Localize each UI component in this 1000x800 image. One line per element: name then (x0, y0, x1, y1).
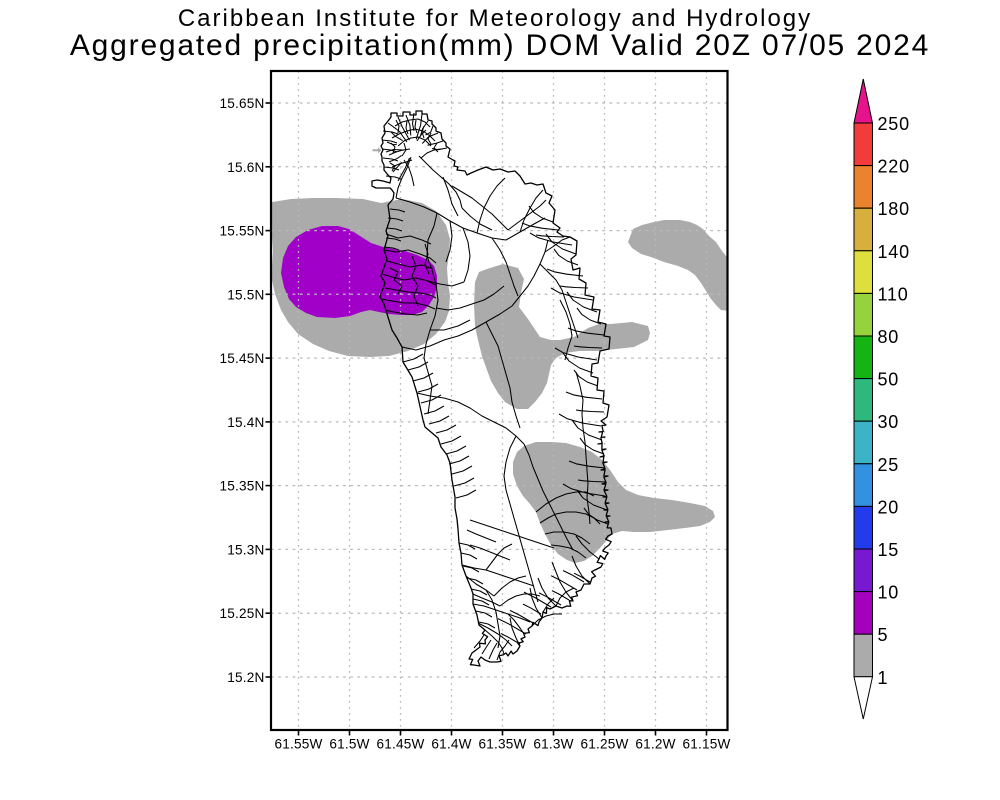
svg-text:20: 20 (878, 497, 900, 517)
svg-text:110: 110 (878, 284, 909, 304)
svg-text:140: 140 (878, 242, 910, 262)
svg-text:15.45N: 15.45N (219, 351, 264, 366)
svg-text:5: 5 (878, 625, 889, 645)
svg-text:61.45W: 61.45W (376, 737, 424, 752)
svg-text:180: 180 (878, 199, 910, 219)
svg-text:1: 1 (878, 668, 889, 688)
svg-text:15.3N: 15.3N (227, 542, 264, 557)
svg-text:15.4N: 15.4N (227, 415, 264, 430)
svg-text:Caribbean Institute for Meteor: Caribbean Institute for Meteorology and … (178, 5, 812, 32)
svg-text:61.2W: 61.2W (635, 737, 675, 752)
svg-text:15.5N: 15.5N (227, 287, 264, 302)
svg-text:250: 250 (878, 114, 910, 134)
svg-text:61.25W: 61.25W (580, 737, 628, 752)
svg-text:25: 25 (878, 455, 900, 475)
svg-text:220: 220 (878, 157, 910, 177)
svg-text:61.3W: 61.3W (533, 737, 573, 752)
svg-text:61.15W: 61.15W (682, 737, 730, 752)
svg-text:61.35W: 61.35W (478, 737, 526, 752)
svg-text:15: 15 (878, 540, 900, 560)
svg-text:Aggregated precipitation(mm) D: Aggregated precipitation(mm) DOM Valid 2… (70, 29, 930, 62)
svg-text:15.25N: 15.25N (219, 606, 264, 621)
svg-text:10: 10 (878, 583, 900, 603)
svg-text:15.65N: 15.65N (219, 96, 264, 111)
svg-text:80: 80 (878, 327, 900, 347)
svg-text:15.6N: 15.6N (227, 160, 264, 175)
svg-text:50: 50 (878, 370, 900, 390)
svg-text:15.35N: 15.35N (219, 479, 264, 494)
svg-text:61.55W: 61.55W (274, 737, 322, 752)
svg-text:15.55N: 15.55N (219, 224, 264, 239)
svg-text:15.2N: 15.2N (227, 670, 264, 685)
svg-text:61.5W: 61.5W (329, 737, 369, 752)
svg-text:61.4W: 61.4W (431, 737, 471, 752)
svg-text:30: 30 (878, 412, 900, 432)
